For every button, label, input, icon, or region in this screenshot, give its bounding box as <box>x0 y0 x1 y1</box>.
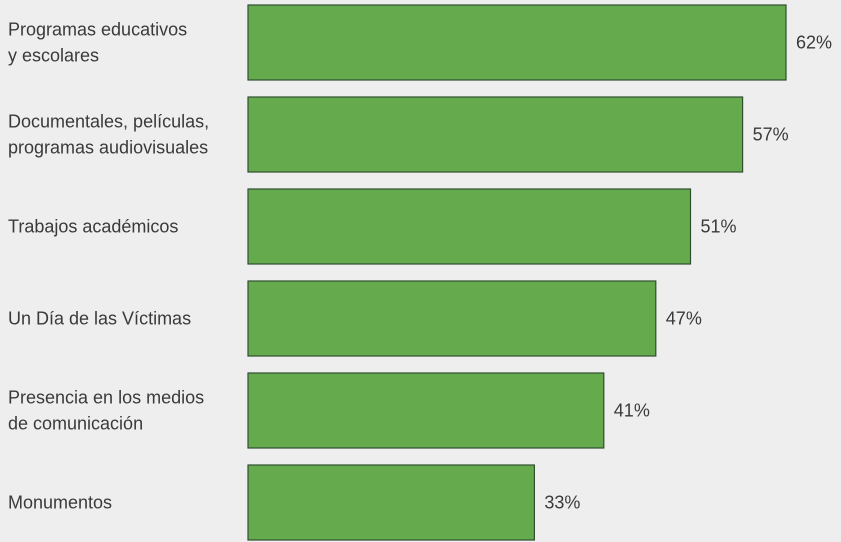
category-labels: Programas educativos y escolares Documenta… <box>8 20 209 513</box>
category-label-line: y escolares <box>8 46 99 66</box>
category-label-4: Un Día de las Víctimas <box>8 309 191 329</box>
bar-3 <box>247 188 692 265</box>
bar-4 <box>247 280 657 357</box>
category-label-3: Trabajos académicos <box>8 217 178 237</box>
bar-1 <box>247 4 787 81</box>
category-label-line: Trabajos académicos <box>8 217 178 237</box>
category-label-2: Documentales, películas, programas audiov… <box>8 112 209 158</box>
bar-6 <box>247 464 535 541</box>
category-label-1: Programas educativos y escolares <box>8 20 187 66</box>
category-label-line: Un Día de las Víctimas <box>8 309 191 329</box>
category-label-line: Programas educativos <box>8 20 187 40</box>
value-label-1: 62% <box>796 33 832 53</box>
value-label-3: 51% <box>701 217 737 237</box>
category-label-line: de comunicación <box>8 414 143 434</box>
category-label-line: Monumentos <box>8 493 112 513</box>
bar-5 <box>247 372 605 449</box>
category-label-5: Presencia en los medios de comunicación <box>8 388 204 434</box>
value-label-5: 41% <box>614 401 650 421</box>
value-label-4: 47% <box>666 309 702 329</box>
value-label-6: 33% <box>544 493 580 513</box>
category-label-line: programas audiovisuales <box>8 138 208 158</box>
value-labels: 62% 57% 51% 47% 41% 33% <box>544 33 832 513</box>
bars <box>247 4 787 541</box>
category-label-line: Documentales, películas, <box>8 112 209 132</box>
category-label-6: Monumentos <box>8 493 112 513</box>
category-label-line: Presencia en los medios <box>8 388 204 408</box>
bar-2 <box>247 96 744 173</box>
value-label-2: 57% <box>753 125 789 145</box>
